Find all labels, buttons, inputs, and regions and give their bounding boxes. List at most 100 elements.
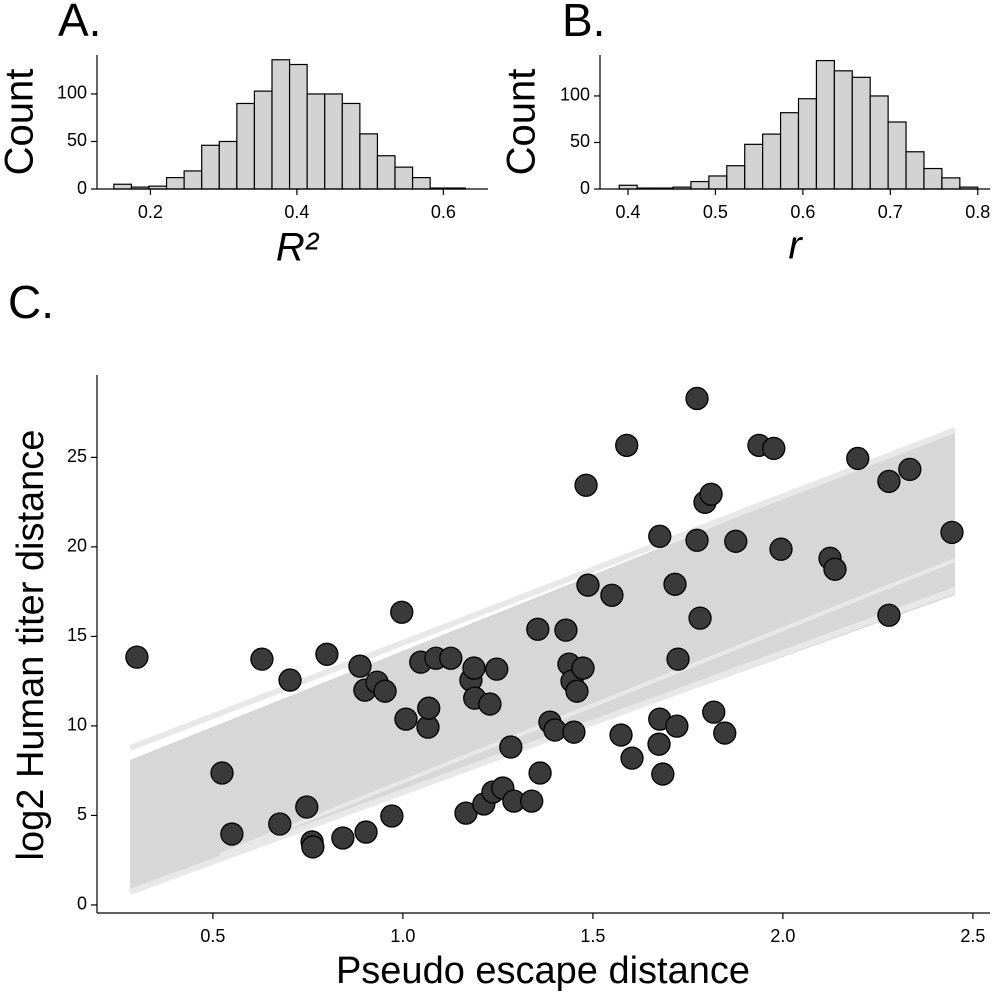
- histogram-bar: [201, 144, 220, 190]
- scatter-point: [699, 482, 723, 506]
- x-tick-label: 0.7: [878, 202, 903, 222]
- histogram-bar: [236, 102, 256, 190]
- x-tick-label: 0.5: [200, 926, 225, 946]
- x-tick-label: 1.5: [580, 926, 605, 946]
- scatter-point: [651, 762, 675, 786]
- scatter-point: [685, 386, 709, 411]
- histogram-bar: [708, 175, 728, 190]
- scatter-point: [125, 645, 149, 669]
- y-tick-label: 100: [560, 85, 590, 105]
- histogram-bar: [726, 165, 746, 190]
- y-axis-label: Count: [0, 69, 42, 176]
- x-tick-label: 2.5: [960, 926, 985, 946]
- histogram-bar: [359, 133, 379, 190]
- y-tick-label: 20: [67, 536, 87, 556]
- y-tick-label: 0: [77, 894, 87, 914]
- scatter-point: [439, 646, 463, 670]
- scatter-point: [526, 617, 550, 641]
- y-tick-label: 10: [67, 715, 87, 735]
- histogram-bar: [923, 167, 943, 190]
- scatter-point: [685, 528, 709, 552]
- scatter-point: [574, 473, 598, 497]
- histogram-bar: [905, 151, 925, 190]
- histogram-bar: [306, 93, 326, 190]
- regression-envelope: [130, 430, 955, 892]
- scatter-point: [571, 656, 595, 680]
- histogram-bar: [324, 93, 343, 190]
- scatter-point: [478, 692, 502, 716]
- scatter-point: [485, 657, 509, 681]
- scatter-point: [823, 557, 847, 581]
- scatter-point: [354, 820, 378, 844]
- scatter-point: [648, 524, 672, 548]
- scatter-point: [724, 529, 748, 553]
- scatter-point: [528, 761, 552, 785]
- scatter-point: [520, 789, 544, 813]
- scatter-point: [615, 433, 639, 458]
- scatter-point: [562, 720, 586, 744]
- regression-line: [219, 558, 956, 857]
- scatter-point: [940, 520, 964, 545]
- histogram-bar: [288, 63, 308, 190]
- histogram-bar: [851, 76, 871, 190]
- regression-band: [128, 427, 957, 895]
- scatter-point: [417, 696, 441, 720]
- scatter-point: [576, 573, 600, 597]
- scatter-point: [295, 795, 319, 819]
- y-tick-label: 0: [77, 178, 87, 198]
- histogram-bar: [394, 166, 414, 190]
- scatter-point: [898, 457, 922, 482]
- histogram-bar: [113, 183, 133, 190]
- scatter-point: [647, 732, 671, 756]
- x-tick-label: 0.8: [965, 202, 990, 222]
- scatter-point: [713, 721, 737, 745]
- scatter-point: [877, 469, 901, 493]
- scatter-point: [394, 707, 418, 731]
- scatter-point: [769, 537, 793, 561]
- histogram-bar: [253, 90, 273, 190]
- y-tick-label: 50: [570, 131, 590, 151]
- y-axis-label: log2 Human titer distance: [10, 430, 52, 861]
- scatter-point: [331, 826, 355, 850]
- x-tick-label: 2.0: [770, 926, 795, 946]
- x-axis-label: Pseudo escape distance: [336, 950, 750, 992]
- scatter-point: [688, 606, 712, 630]
- histogram-bar: [797, 98, 818, 190]
- x-tick-label: 0.4: [284, 202, 309, 222]
- histogram-bar: [218, 140, 238, 190]
- histogram-bar: [869, 95, 889, 190]
- scatter-point: [846, 446, 870, 471]
- histogram-bar: [941, 177, 961, 190]
- regression-line: [128, 587, 957, 895]
- y-tick-label: 100: [57, 83, 87, 103]
- x-tick-label: 0.5: [703, 202, 728, 222]
- x-tick-label: 0.6: [431, 202, 456, 222]
- scatter-point: [702, 700, 726, 724]
- x-tick-label: 1.0: [390, 926, 415, 946]
- scatter-point: [278, 668, 302, 692]
- scatter-point: [609, 723, 633, 747]
- scatter-point: [373, 679, 397, 703]
- scatter-point: [220, 822, 244, 846]
- scatter-point: [762, 436, 786, 461]
- panel-label: A.: [58, 0, 101, 46]
- scatter-point: [268, 812, 292, 836]
- scatter-point: [665, 714, 689, 738]
- scatter-point: [210, 761, 234, 785]
- scatter-point: [666, 647, 690, 671]
- histogram-bar: [762, 133, 782, 190]
- x-tick-label: 0.4: [615, 202, 640, 222]
- histogram-bar: [815, 59, 835, 190]
- scatter-point: [663, 572, 687, 596]
- scatter-point: [620, 746, 644, 770]
- scatter-point: [565, 679, 589, 703]
- scatter-point: [301, 835, 325, 859]
- histogram-bar: [271, 59, 291, 190]
- scatter-point: [380, 804, 404, 828]
- histogram-bar: [833, 70, 853, 190]
- scatter-point: [554, 618, 578, 642]
- y-tick-label: 25: [67, 446, 87, 466]
- histogram-bar: [341, 102, 361, 190]
- y-axis-label: Count: [500, 69, 544, 176]
- regression-line: [128, 427, 957, 751]
